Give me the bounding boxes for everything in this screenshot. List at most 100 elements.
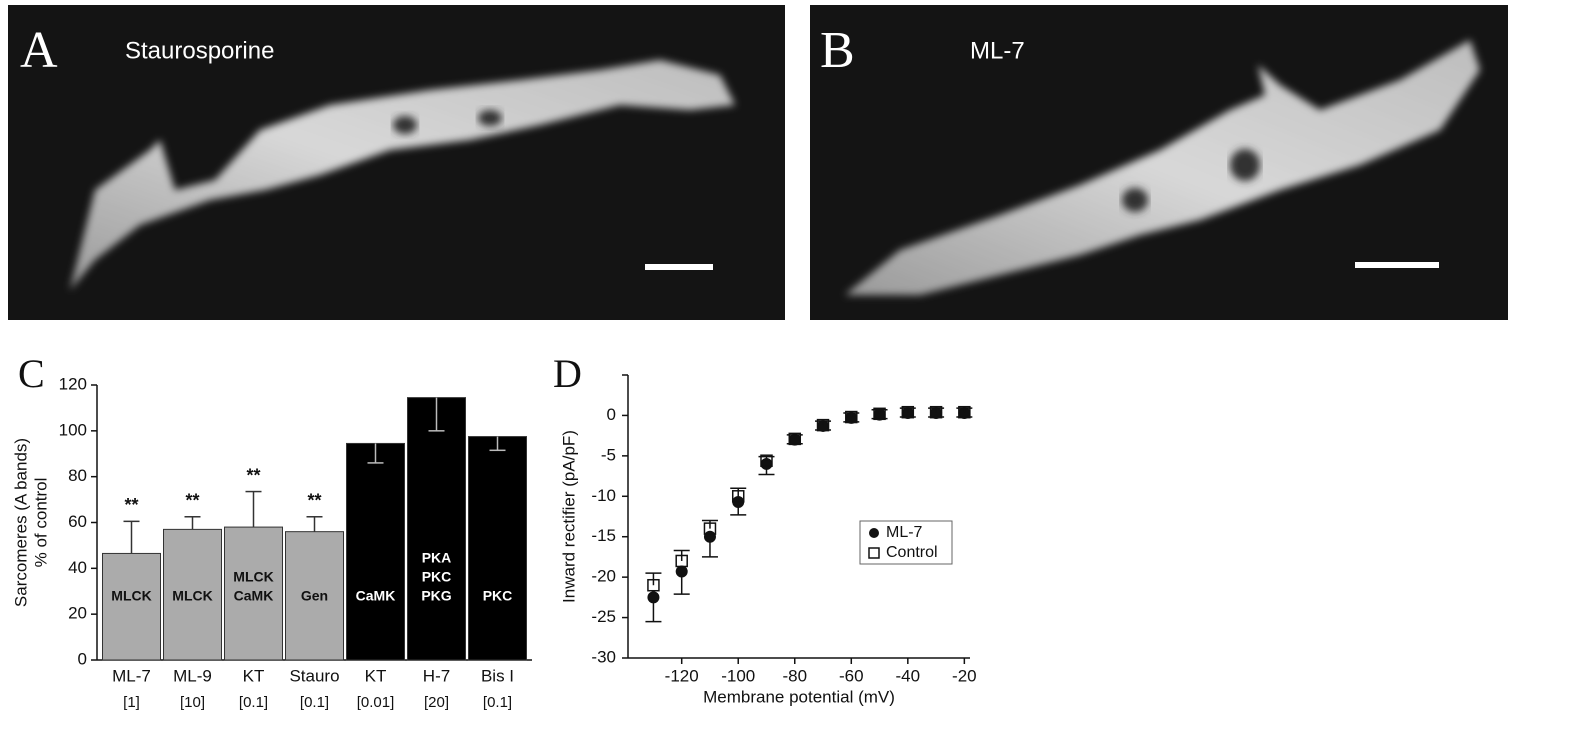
- significance: **: [246, 465, 260, 485]
- bar: [224, 526, 283, 661]
- bar-label: CaMK: [234, 588, 274, 604]
- caption: Staurosporine: [125, 37, 274, 64]
- point: [873, 407, 886, 421]
- significance: **: [124, 495, 138, 515]
- x-tick-label: -120: [665, 666, 699, 685]
- y-axis-label: % of control: [31, 478, 50, 568]
- x-axis-label: Membrane potential (mV): [703, 687, 895, 706]
- x-tick-label: ML-7: [112, 666, 151, 685]
- point: [817, 419, 830, 432]
- y-tick-label: -15: [591, 526, 616, 545]
- x-tick-label: -40: [896, 666, 921, 685]
- scale-bar: [1355, 262, 1439, 268]
- legend-marker: [868, 547, 880, 559]
- y-tick-label: 40: [68, 558, 87, 577]
- panel-label: C: [18, 351, 45, 396]
- legend-label: Control: [886, 544, 938, 561]
- bar-label: PKG: [421, 588, 451, 604]
- x-tick-label: ML-9: [173, 666, 212, 685]
- y-tick-label: 100: [59, 420, 87, 439]
- bar: [468, 436, 527, 661]
- dose-label: [0.1]: [300, 694, 329, 711]
- y-tick-label: -20: [591, 567, 616, 586]
- point: [958, 407, 971, 420]
- bar-label: MLCK: [233, 569, 273, 585]
- y-tick-label: -25: [591, 607, 616, 626]
- y-tick-label: 0: [78, 649, 87, 668]
- point: [647, 591, 660, 604]
- y-axis-label: Inward rectifier (pA/pF): [559, 430, 578, 603]
- bar-label: MLCK: [172, 588, 212, 604]
- point: [958, 405, 971, 419]
- nucleus: [1122, 188, 1148, 212]
- y-tick-label: 60: [68, 512, 87, 531]
- cell: [70, 60, 735, 290]
- nucleus: [1230, 149, 1260, 181]
- point: [873, 408, 886, 421]
- point: [703, 530, 716, 543]
- y-axis-label: Sarcomeres (A bands): [11, 438, 30, 607]
- point: [703, 522, 717, 535]
- bar-label: CaMK: [356, 588, 396, 604]
- point: [647, 578, 660, 592]
- dose-label: [0.01]: [357, 694, 395, 711]
- point: [901, 407, 914, 420]
- scale-bar: [645, 264, 713, 270]
- y-tick-label: -5: [601, 445, 616, 464]
- x-tick-label: -100: [721, 666, 755, 685]
- x-tick-label: KT: [243, 666, 265, 685]
- bar-label: Gen: [301, 588, 328, 604]
- bar-label: PKC: [483, 588, 513, 604]
- bar-label: MLCK: [111, 588, 151, 604]
- bar-label: PKC: [422, 569, 452, 585]
- point: [760, 454, 773, 467]
- x-tick-label: Stauro: [289, 666, 339, 685]
- panel-label: A: [20, 22, 58, 79]
- significance: **: [307, 491, 321, 511]
- cell: [845, 40, 1480, 295]
- legend-label: ML-7: [886, 524, 923, 541]
- y-tick-label: 20: [68, 604, 87, 623]
- point: [930, 407, 943, 420]
- point: [788, 433, 801, 446]
- point: [675, 565, 688, 578]
- dose-label: [0.1]: [483, 694, 512, 711]
- dose-label: [20]: [424, 694, 449, 711]
- nucleus: [478, 110, 502, 126]
- point: [901, 405, 915, 419]
- bar: [102, 552, 161, 661]
- bar: [346, 442, 405, 661]
- point: [816, 418, 830, 432]
- point: [731, 490, 745, 503]
- legend-marker: [869, 528, 879, 538]
- y-tick-label: 80: [68, 466, 87, 485]
- caption: ML-7: [970, 37, 1025, 64]
- bar: [285, 531, 344, 661]
- y-tick-label: 120: [59, 374, 87, 393]
- point: [845, 410, 858, 424]
- x-tick-label: -60: [839, 666, 864, 685]
- panel-label: D: [553, 351, 582, 396]
- point: [788, 432, 802, 446]
- dose-label: [1]: [123, 694, 140, 711]
- dose-label: [0.1]: [239, 694, 268, 711]
- x-tick-label: H-7: [423, 666, 450, 685]
- bar: [407, 397, 466, 661]
- panel-label: B: [820, 22, 855, 79]
- x-tick-label: Bis I: [481, 666, 514, 685]
- nucleus: [393, 116, 417, 134]
- legend-box: [859, 520, 953, 565]
- bar-label: PKA: [422, 550, 452, 566]
- x-tick-label: KT: [365, 666, 387, 685]
- y-tick-label: -10: [591, 486, 616, 505]
- significance: **: [185, 491, 199, 511]
- point: [675, 554, 688, 568]
- point: [929, 405, 943, 419]
- y-tick-label: 0: [607, 405, 616, 424]
- dose-label: [10]: [180, 694, 205, 711]
- x-tick-label: -20: [952, 666, 977, 685]
- x-tick-label: -80: [782, 666, 807, 685]
- point: [845, 411, 858, 424]
- y-tick-label: -30: [591, 647, 616, 666]
